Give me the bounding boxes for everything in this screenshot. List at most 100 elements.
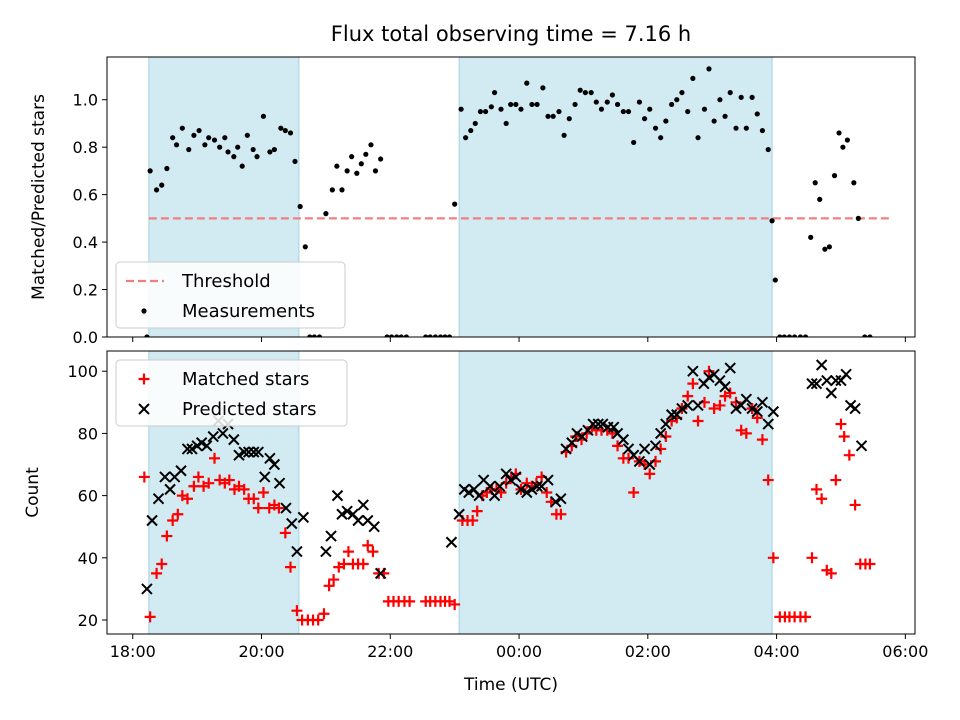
measurement-point [144, 334, 150, 337]
predicted-star-point [644, 458, 656, 471]
axes-frame [106, 350, 916, 635]
legend-label: Predicted stars [182, 399, 316, 420]
measurement-point [609, 92, 616, 98]
measurement-point [250, 146, 256, 153]
y-tick-label: 20 [78, 611, 98, 630]
matched-star-point [367, 546, 379, 558]
measurement-point [844, 137, 850, 143]
measurement-point [159, 182, 165, 188]
predicted-star-point [638, 443, 651, 455]
predicted-star-point [665, 409, 678, 421]
matched-star-point [806, 552, 818, 564]
measurement-point [378, 156, 384, 162]
matched-star-point [703, 365, 715, 377]
predicted-star-point [719, 381, 731, 393]
measurement-point [372, 168, 379, 174]
measurement-point [717, 97, 723, 103]
matched-star-point [192, 471, 204, 483]
matched-star-point [724, 387, 736, 399]
measurement-point [679, 89, 685, 96]
measurement-point [738, 94, 744, 100]
plot-area [138, 359, 876, 626]
measurement-point [398, 334, 404, 337]
measurement-point [202, 142, 208, 148]
shaded-region [459, 57, 773, 337]
legend-box [115, 359, 348, 427]
y-tick-label: 0.2 [73, 281, 98, 300]
measurement-point [647, 106, 653, 112]
measurement-point [186, 146, 192, 153]
matched-star-point [181, 493, 193, 505]
measurement-point [196, 127, 202, 134]
measurement-point [235, 144, 241, 150]
matched-star-point [257, 487, 269, 498]
measurement-point [170, 135, 176, 141]
matched-star-point [612, 440, 624, 452]
predicted-star-point [341, 505, 353, 517]
predicted-star-point [264, 452, 276, 464]
measurement-point [826, 244, 832, 250]
measurement-point [663, 118, 669, 124]
measurement-point [582, 89, 588, 96]
y-tick-label: 40 [78, 549, 98, 568]
measurement-point [556, 108, 562, 115]
measurement-point [701, 106, 708, 112]
measurement-point [743, 125, 749, 131]
predicted-star-point [357, 499, 369, 511]
predicted-star-point [488, 489, 501, 502]
predicted-star-point [500, 468, 512, 480]
legend-label: Threshold [181, 271, 271, 292]
matched-star-point [810, 483, 822, 495]
matched-star-point [541, 487, 553, 498]
predicted-star-point [445, 536, 458, 548]
matched-star-point [830, 474, 842, 486]
predicted-star-point [660, 418, 672, 430]
matched-star-point [622, 452, 634, 464]
matched-star-point [730, 396, 742, 408]
measurement-point [271, 146, 277, 153]
measurement-point [797, 334, 803, 337]
measurement-point [598, 106, 605, 112]
matched-star-point [172, 508, 184, 520]
measurement-point [614, 101, 621, 108]
measurement-point [217, 144, 223, 150]
predicted-star-point [515, 483, 527, 496]
predicted-star-point [259, 471, 271, 483]
measurement-point [588, 89, 594, 96]
predicted-star-point [617, 433, 630, 446]
matched-star-point [323, 580, 335, 592]
measurement-point [354, 170, 360, 176]
y-tick-label: 0.6 [73, 186, 98, 205]
predicted-star-point [676, 402, 688, 415]
measurement-point [711, 118, 717, 124]
measurement-point [307, 334, 313, 337]
measurement-point [540, 85, 546, 91]
predicted-star-point [252, 446, 265, 458]
predicted-star-point [649, 440, 662, 452]
legend-label: Measurements [182, 301, 315, 322]
matched-star-point [751, 412, 763, 424]
predicted-star-point [607, 421, 620, 433]
measurement-point [669, 101, 675, 108]
measurement-point [685, 108, 691, 115]
measurement-point [792, 334, 798, 337]
measurement-point [153, 187, 160, 193]
predicted-star-point [164, 483, 176, 496]
legend: Threshold Measurements [115, 261, 346, 329]
measurement-point [545, 113, 551, 119]
measurement-point [388, 334, 395, 337]
measurement-point [282, 127, 288, 134]
matched-star-point [467, 514, 479, 526]
measurement-point [802, 334, 809, 337]
legend: Matched stars Predicted stars [115, 359, 348, 427]
measurement-point [173, 142, 180, 148]
measurement-point [344, 168, 350, 174]
measurement-point [695, 135, 701, 141]
measurement-point [769, 218, 775, 224]
legend-label: Matched stars [182, 369, 309, 390]
predicted-star-point [291, 545, 303, 558]
predicted-star-point [806, 377, 818, 390]
measurement-point [652, 125, 659, 131]
y-tick-label: 60 [78, 487, 98, 506]
predicted-star-point [550, 496, 562, 508]
